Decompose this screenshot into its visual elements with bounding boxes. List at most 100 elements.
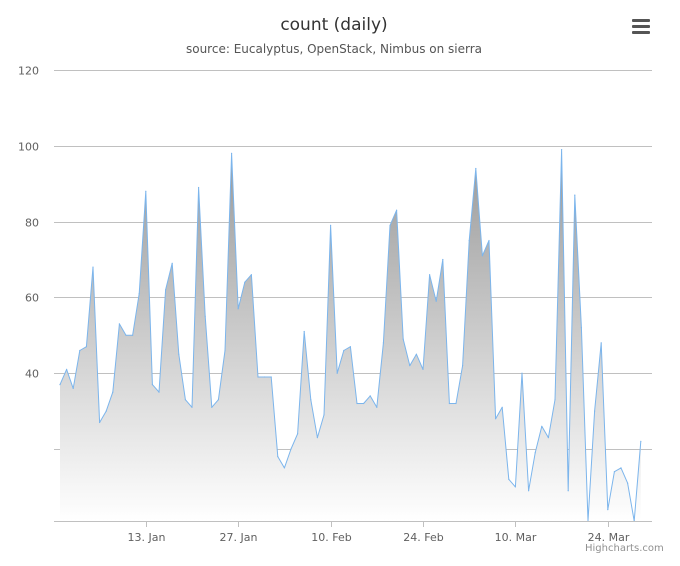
data-point[interactable] (528, 490, 530, 492)
data-point[interactable] (250, 274, 252, 276)
data-point[interactable] (191, 406, 193, 408)
data-point[interactable] (389, 224, 391, 226)
data-point[interactable] (112, 391, 114, 393)
data-point[interactable] (514, 486, 517, 488)
data-point[interactable] (336, 372, 338, 374)
data-point[interactable] (99, 421, 101, 424)
hamburger-menu-icon[interactable] (628, 16, 654, 40)
data-point[interactable] (422, 368, 424, 370)
data-point[interactable] (283, 467, 285, 469)
data-point[interactable] (79, 349, 81, 352)
data-point[interactable] (264, 376, 266, 378)
menu-bar-icon (632, 19, 650, 22)
data-point[interactable] (118, 323, 120, 325)
data-point[interactable] (488, 239, 490, 242)
data-point[interactable] (415, 353, 417, 355)
data-point[interactable] (455, 402, 457, 405)
data-point[interactable] (151, 384, 153, 386)
data-point[interactable] (158, 391, 160, 393)
data-point[interactable] (92, 266, 94, 268)
data-point[interactable] (171, 262, 173, 264)
data-point[interactable] (448, 402, 450, 405)
data-point[interactable] (303, 330, 305, 333)
x-tick-label: 10. Feb (311, 531, 351, 544)
data-point[interactable] (105, 410, 107, 412)
data-point[interactable] (481, 255, 483, 257)
data-point[interactable] (376, 406, 378, 408)
data-point[interactable] (567, 490, 569, 492)
data-point[interactable] (257, 376, 259, 378)
data-point[interactable] (316, 437, 318, 439)
data-point[interactable] (138, 293, 140, 295)
data-point[interactable] (290, 448, 292, 450)
data-point[interactable] (165, 289, 167, 291)
data-point[interactable] (145, 190, 147, 192)
data-point[interactable] (343, 349, 345, 352)
data-point[interactable] (85, 346, 87, 348)
data-point[interactable] (59, 384, 61, 386)
data-point[interactable] (501, 406, 503, 408)
data-point[interactable] (547, 437, 550, 439)
data-point[interactable] (270, 376, 272, 378)
data-point[interactable] (184, 399, 186, 401)
data-point[interactable] (132, 334, 134, 336)
data-point[interactable] (310, 399, 312, 401)
data-point[interactable] (349, 346, 351, 348)
data-point[interactable] (277, 456, 279, 458)
data-point[interactable] (574, 194, 576, 196)
data-point[interactable] (330, 224, 332, 226)
data-point[interactable] (224, 349, 226, 352)
data-point[interactable] (396, 209, 398, 211)
data-point[interactable] (382, 342, 384, 344)
data-point[interactable] (600, 342, 602, 344)
data-point[interactable] (402, 338, 404, 340)
data-point[interactable] (640, 440, 642, 442)
menu-bar-icon (632, 31, 650, 34)
data-point[interactable] (521, 372, 523, 374)
data-point[interactable] (580, 327, 583, 329)
data-point[interactable] (627, 482, 629, 484)
series-area-fill (60, 149, 641, 521)
data-point[interactable] (237, 308, 239, 310)
data-point[interactable] (231, 152, 233, 154)
data-point[interactable] (607, 509, 609, 511)
data-point[interactable] (204, 315, 206, 317)
data-point[interactable] (462, 365, 464, 367)
data-point[interactable] (369, 395, 371, 397)
data-point[interactable] (613, 471, 616, 473)
data-point[interactable] (534, 452, 536, 454)
data-point[interactable] (297, 433, 299, 435)
data-point[interactable] (409, 365, 411, 367)
data-point[interactable] (508, 478, 510, 480)
data-point[interactable] (475, 167, 477, 170)
data-point[interactable] (429, 274, 431, 276)
data-point[interactable] (72, 387, 74, 389)
y-tick-label: 80 (25, 217, 39, 230)
data-point[interactable] (435, 300, 437, 302)
axis-layer: 40 60 80 100 120 13. Jan 27. Jan 10. Feb 24. Feb… (18, 65, 652, 544)
data-point[interactable] (125, 334, 127, 336)
x-tick-label: 24. Mar (588, 531, 630, 544)
data-point[interactable] (620, 467, 622, 469)
data-point[interactable] (323, 414, 325, 416)
data-point[interactable] (442, 258, 444, 261)
y-tick-label: 60 (25, 292, 39, 305)
data-point[interactable] (217, 399, 219, 401)
data-point[interactable] (198, 186, 200, 189)
data-point[interactable] (468, 239, 470, 242)
chart-title: count (daily) (280, 15, 388, 35)
data-point[interactable] (594, 410, 596, 412)
credits-link[interactable]: Highcharts.com (585, 543, 664, 554)
data-point[interactable] (561, 149, 563, 151)
data-point[interactable] (363, 402, 365, 405)
data-point[interactable] (356, 402, 358, 405)
data-point[interactable] (178, 353, 180, 355)
data-point[interactable] (66, 368, 68, 370)
data-point[interactable] (541, 425, 543, 427)
data-point[interactable] (211, 406, 213, 408)
data-point[interactable] (554, 399, 556, 401)
data-point[interactable] (244, 281, 246, 283)
data-point[interactable] (495, 418, 497, 420)
